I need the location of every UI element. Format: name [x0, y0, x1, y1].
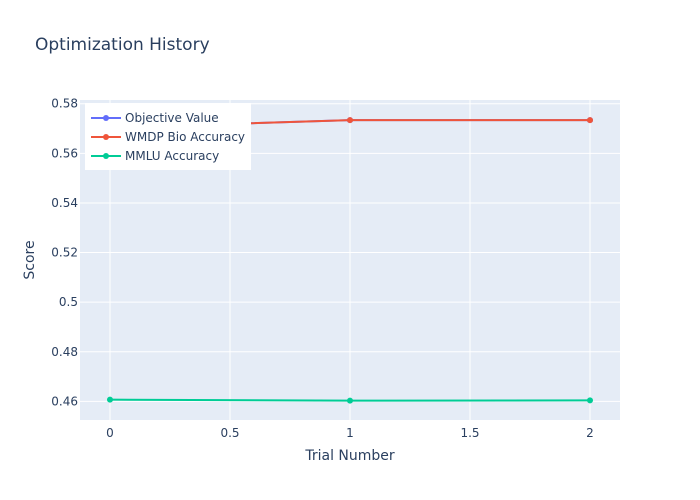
y-tick-label: 0.56: [51, 146, 78, 160]
legend-item[interactable]: Objective Value: [91, 111, 219, 125]
y-tick-label: 0.52: [51, 246, 78, 260]
y-tick-label: 0.5: [59, 295, 78, 309]
x-tick-label: 2: [586, 426, 594, 440]
x-tick-label: 0: [106, 426, 114, 440]
legend-label: WMDP Bio Accuracy: [125, 130, 245, 144]
data-point[interactable]: [347, 397, 353, 404]
data-point[interactable]: [347, 117, 353, 124]
legend-label: MMLU Accuracy: [125, 149, 219, 163]
grid-layer: [80, 100, 620, 420]
x-tick-label: 0.5: [220, 426, 239, 440]
x-tick-label: 1: [346, 426, 354, 440]
legend[interactable]: Objective Value WMDP Bio Accuracy MMLU Acc…: [85, 103, 251, 170]
x-tick-label: 1.5: [460, 426, 479, 440]
legend-swatch-marker: [103, 153, 109, 159]
y-axis-title: Score: [22, 240, 38, 279]
y-tick-label: 0.48: [51, 345, 78, 359]
y-tick-label: 0.58: [51, 97, 78, 111]
data-point[interactable]: [587, 117, 593, 124]
x-axis-title: Trial Number: [304, 448, 395, 464]
legend-item[interactable]: MMLU Accuracy: [91, 149, 219, 163]
y-tick-label: 0.46: [51, 394, 78, 408]
data-point[interactable]: [107, 396, 113, 403]
legend-swatch-marker: [103, 134, 109, 140]
data-point[interactable]: [587, 397, 593, 404]
legend-swatch-marker: [103, 115, 109, 121]
legend-item[interactable]: WMDP Bio Accuracy: [91, 130, 245, 144]
y-tick-label: 0.54: [51, 196, 78, 210]
series-2: [107, 396, 593, 404]
chart-title: Optimization History: [35, 35, 210, 55]
legend-label: Objective Value: [125, 111, 219, 125]
tick-layer: 0 0.5 1 1.5 2 0.46 0.48 0.5 0.52 0.54 0.56 0.58: [51, 97, 594, 440]
